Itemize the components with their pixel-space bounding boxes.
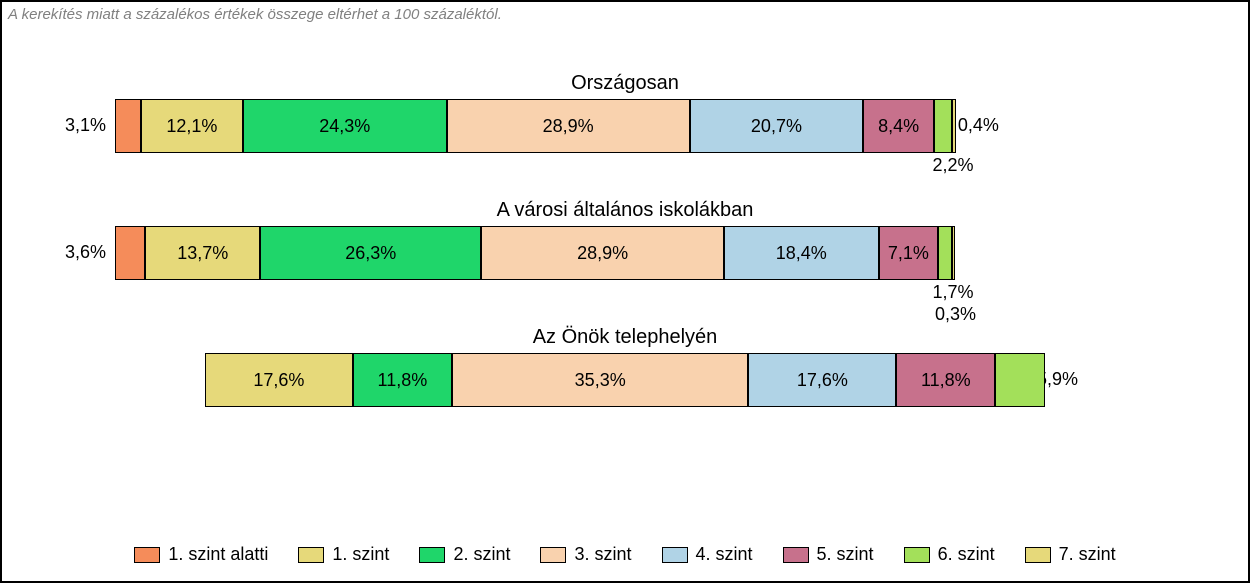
bar-segment: 11,8%	[353, 353, 452, 407]
legend-swatch	[783, 547, 809, 563]
segment-label: 17,6%	[797, 370, 848, 391]
bar-segment: 20,7%	[690, 99, 864, 153]
legend-label: 6. szint	[938, 544, 995, 565]
segment-label: 20,7%	[751, 116, 802, 137]
segment-label: 18,4%	[776, 243, 827, 264]
segment-label: 24,3%	[319, 116, 370, 137]
legend-label: 4. szint	[696, 544, 753, 565]
legend-item: 1. szint alatti	[134, 544, 268, 565]
segment-label: 13,7%	[177, 243, 228, 264]
segment-label: 11,8%	[378, 370, 428, 391]
legend-label: 1. szint	[332, 544, 389, 565]
bar-segment	[934, 99, 952, 153]
bar-segment	[952, 226, 955, 280]
bar-segment	[952, 99, 955, 153]
segment-label: 3,6%	[65, 242, 106, 263]
chart-frame: A kerekítés miatt a százalékos értékek ö…	[0, 0, 1250, 583]
bar-row: Országosan3,1%2,2%0,4%12,1%24,3%28,9%20,…	[115, 72, 1135, 153]
segment-label: 7,1%	[888, 243, 929, 264]
rounding-note: A kerekítés miatt a százalékos értékek ö…	[8, 6, 502, 23]
bar-segment: 17,6%	[205, 353, 353, 407]
legend-swatch	[540, 547, 566, 563]
legend-item: 4. szint	[662, 544, 753, 565]
segment-label: 0,4%	[958, 115, 999, 136]
bar-segment: 18,4%	[724, 226, 879, 280]
segment-label: 3,1%	[65, 115, 106, 136]
segment-label: 35,3%	[575, 370, 626, 391]
bar-segment: 28,9%	[481, 226, 724, 280]
stacked-bar: 17,6% 11,8% 35,3% 17,6% 11,8%	[205, 353, 1045, 407]
bar-segment: 12,1%	[141, 99, 243, 153]
stacked-bar: 13,7% 26,3% 28,9% 18,4% 7,1%	[115, 226, 955, 280]
segment-label: 1,7%	[932, 282, 973, 303]
bar-row: Az Önök telephelyén5,9%17,6%11,8%35,3%17…	[115, 326, 1135, 407]
segment-label: 2,2%	[932, 155, 973, 176]
segment-label: 26,3%	[345, 243, 396, 264]
bar-row-title: A városi általános iskolákban	[115, 199, 1135, 222]
bar-row: A városi általános iskolákban3,6%1,7%0,3…	[115, 199, 1135, 280]
bar-segment	[115, 226, 145, 280]
legend-label: 2. szint	[453, 544, 510, 565]
bar-segment: 7,1%	[879, 226, 939, 280]
legend-label: 7. szint	[1059, 544, 1116, 565]
legend-item: 6. szint	[904, 544, 995, 565]
bars-area: Országosan 3,1% 2,2% 0,4% 12,1% 24,3% 28,9% 20,…	[2, 72, 1248, 407]
bar-segment: 28,9%	[447, 99, 690, 153]
legend-item: 2. szint	[419, 544, 510, 565]
legend-item: 3. szint	[540, 544, 631, 565]
legend-item: 7. szint	[1025, 544, 1116, 565]
legend-swatch	[904, 547, 930, 563]
legend-label: 1. szint alatti	[168, 544, 268, 565]
segment-label: 17,6%	[253, 370, 304, 391]
segment-label: 12,1%	[166, 116, 217, 137]
legend-label: 5. szint	[817, 544, 874, 565]
legend-swatch	[1025, 547, 1051, 563]
bar-segment: 35,3%	[452, 353, 749, 407]
legend-swatch	[134, 547, 160, 563]
legend-label: 3. szint	[574, 544, 631, 565]
bar-segment	[115, 99, 141, 153]
bar-segment: 26,3%	[260, 226, 481, 280]
segment-label: 8,4%	[878, 116, 919, 137]
bar-row-title: Országosan	[115, 72, 1135, 95]
bar-segment: 24,3%	[243, 99, 447, 153]
legend-swatch	[419, 547, 445, 563]
bar-segment	[995, 353, 1045, 407]
legend-item: 5. szint	[783, 544, 874, 565]
legend-swatch	[662, 547, 688, 563]
segment-label: 28,9%	[543, 116, 594, 137]
legend-item: 1. szint	[298, 544, 389, 565]
bar-segment: 8,4%	[863, 99, 934, 153]
bar-segment: 11,8%	[896, 353, 995, 407]
bar-row-title: Az Önök telephelyén	[115, 326, 1135, 349]
segment-label: 0,3%	[935, 304, 976, 325]
bar-segment: 17,6%	[748, 353, 896, 407]
bar-segment: 13,7%	[145, 226, 260, 280]
bar-segment	[938, 226, 952, 280]
stacked-bar: 12,1% 24,3% 28,9% 20,7% 8,4%	[115, 99, 955, 153]
segment-label: 11,8%	[921, 370, 971, 391]
legend: 1. szint alatti 1. szint 2. szint 3. szint 4…	[2, 544, 1248, 565]
segment-label: 28,9%	[577, 243, 628, 264]
legend-swatch	[298, 547, 324, 563]
